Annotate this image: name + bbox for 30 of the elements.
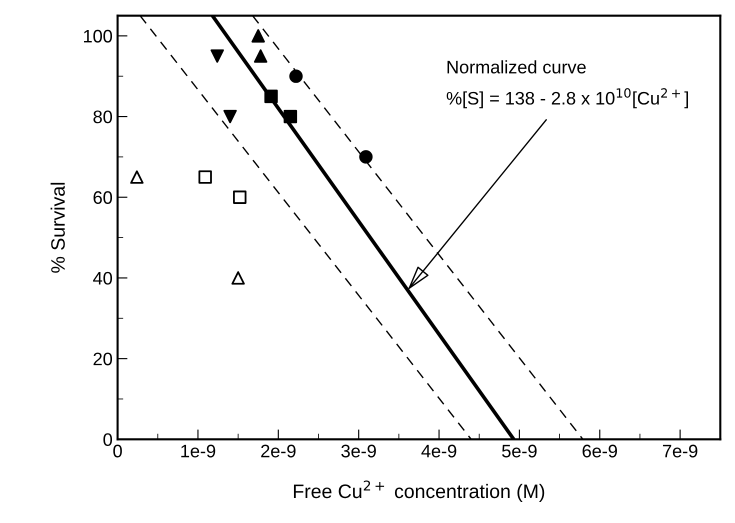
- y-tick-label: 100: [84, 30, 112, 43]
- point: [284, 110, 298, 124]
- point: [289, 69, 303, 83]
- point: [264, 90, 278, 104]
- y-tick-label: 80: [93, 110, 112, 124]
- point: [130, 170, 144, 184]
- point: [233, 190, 246, 204]
- y-tick-label: 20: [94, 352, 112, 366]
- y-tick-label: 60: [94, 191, 112, 204]
- x-tick-label: 4e-9: [421, 444, 456, 458]
- point: [359, 150, 373, 164]
- point: [210, 49, 224, 63]
- point: [254, 49, 268, 63]
- x-tick-label: 7e-9: [662, 444, 698, 458]
- point: [231, 271, 245, 285]
- x-tick-label: 2e-9: [261, 444, 296, 458]
- y-axis-title: % Survival: [50, 182, 65, 273]
- x-tick-label: 3e-9: [341, 444, 376, 458]
- annotation: Normalized curve: [448, 60, 586, 74]
- point: [223, 110, 237, 124]
- x-tick-label: 0: [113, 444, 122, 458]
- y-tick-label: 0: [103, 433, 112, 446]
- y-tick-label: 40: [93, 272, 112, 285]
- x-tick-label: 1e-9: [181, 444, 216, 458]
- x-axis-title: Free Cu$^{2+}$ concentration (M): [294, 480, 544, 502]
- x-tick-label: 6e-9: [582, 444, 617, 458]
- point: [252, 29, 265, 43]
- annotation: %[S] = 138 - 2.8 x 10$^{10}$[Cu$^{2+}$]: [446, 88, 688, 108]
- x-tick-label: 5e-9: [502, 444, 537, 458]
- point: [198, 170, 212, 184]
